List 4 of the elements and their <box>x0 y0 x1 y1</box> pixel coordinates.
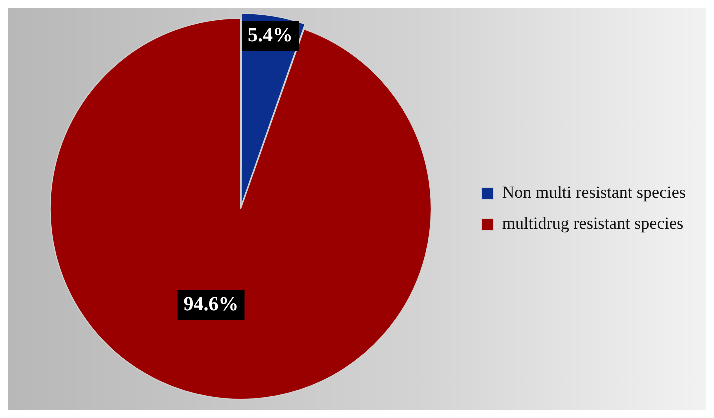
legend-label: multidrug resistant species <box>502 214 684 233</box>
legend-label: Non multi resistant species <box>502 182 686 202</box>
data-label: 94.6% <box>184 294 239 316</box>
data-label: 5.4% <box>248 24 294 46</box>
